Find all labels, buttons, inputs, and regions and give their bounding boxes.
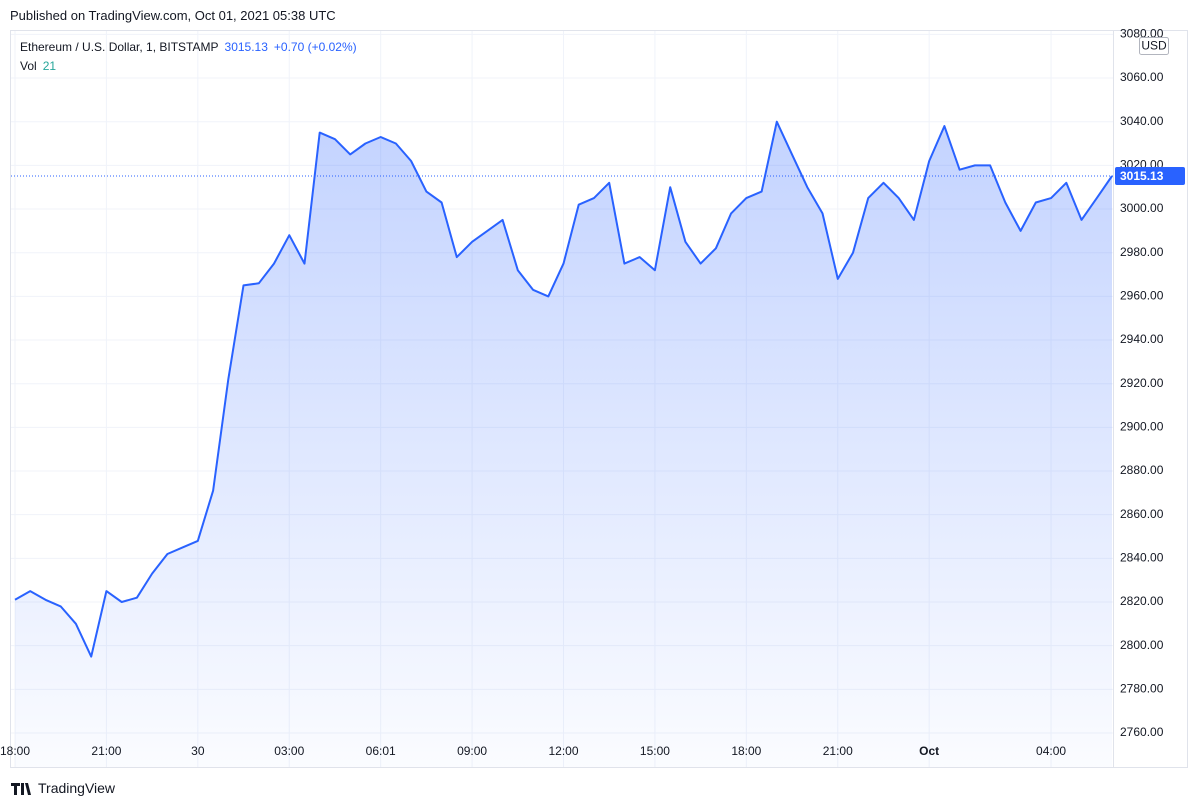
y-tick-label: 2820.00 [1120,594,1164,608]
y-tick-label: 3040.00 [1120,114,1164,128]
y-tick-label: 2920.00 [1120,376,1164,390]
y-tick-label: 2940.00 [1120,332,1164,346]
y-tick-label: 2860.00 [1120,507,1164,521]
x-tick-label: 21:00 [91,744,121,758]
x-tick-label: 18:00 [731,744,761,758]
last-price-label: 3015.13 [1120,169,1164,183]
y-tick-label: 3060.00 [1120,70,1164,84]
y-tick-label: 2900.00 [1120,420,1164,434]
x-tick-label: 15:00 [640,744,670,758]
legend-change: +0.70 (+0.02%) [273,40,357,54]
last-price-box [1115,166,1185,185]
volume-value: 21 [42,59,57,73]
y-tick-label: 2880.00 [1120,463,1164,477]
x-tick-label: 21:00 [823,744,853,758]
legend: Ethereum / U.S. Dollar, 1, BITSTAMP 3015.… [20,38,357,76]
x-tick-label: 18:00 [0,744,30,758]
volume-label: Vol [20,59,37,73]
currency-label: USD [1141,39,1167,53]
legend-row: Vol 21 [20,57,357,76]
x-tick-label: Oct [919,744,939,758]
y-tick-label: 2780.00 [1120,682,1164,696]
y-tick-label: 2760.00 [1120,725,1164,739]
brand-name: TradingView [38,780,116,796]
y-tick-label: 3000.00 [1120,201,1164,215]
x-tick-label: 03:00 [274,744,304,758]
chart-frame [10,30,1188,768]
y-tick-label: 2960.00 [1120,289,1164,303]
price-line [14,120,1113,658]
y-tick-label: 2800.00 [1120,638,1164,652]
x-tick-label: 04:00 [1036,744,1066,758]
x-tick-label: 12:00 [548,744,578,758]
published-note: Published on TradingView.com, Oct 01, 20… [10,8,336,23]
brand-logo [11,783,31,795]
y-tick-label: 2980.00 [1120,245,1164,259]
y-tick-label: 2840.00 [1120,551,1164,565]
x-tick-label: 30 [191,744,205,758]
x-tick-label: 09:00 [457,744,487,758]
legend-price: 3015.13 [224,40,268,54]
symbol-title: Ethereum / U.S. Dollar, 1, BITSTAMP [20,40,219,54]
currency-box [1139,37,1169,55]
legend-row: Ethereum / U.S. Dollar, 1, BITSTAMP 3015.… [20,38,357,57]
x-tick-label: 06:01 [366,744,396,758]
price-area [15,121,1112,767]
